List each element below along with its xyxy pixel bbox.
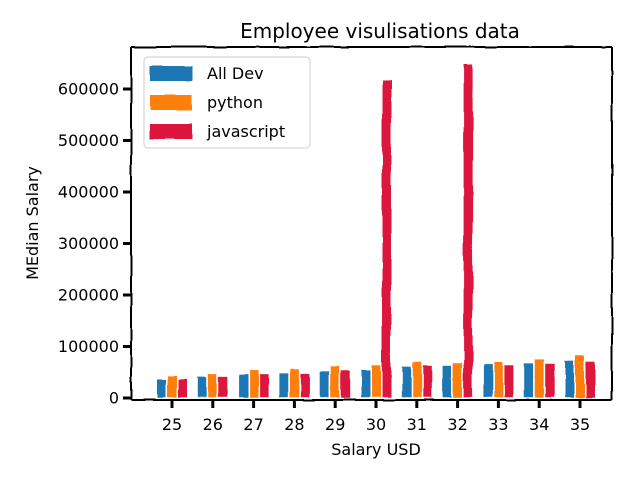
- x-tick-label-29: 29: [325, 415, 345, 434]
- bar-all-dev-35: [563, 359, 576, 399]
- bar-javascript-32: [462, 62, 475, 399]
- x-axis: 25 26 27 28 29 30 31 32 33 34 35: [162, 400, 590, 434]
- bar-all-dev-32: [441, 363, 454, 399]
- bar-all-dev-26: [196, 375, 209, 399]
- bar-javascript-34: [543, 362, 556, 399]
- y-tick-label-600000: 600000: [58, 80, 119, 99]
- bar-javascript-31: [421, 364, 434, 399]
- x-tick-label-30: 30: [366, 415, 386, 434]
- bar-javascript-25: [176, 377, 189, 399]
- bar-javascript-29: [339, 369, 352, 399]
- x-axis-label: Salary USD: [331, 440, 421, 459]
- bar-all-dev-30: [359, 368, 372, 399]
- legend-label-python: python: [207, 93, 263, 112]
- x-tick-label-25: 25: [162, 415, 182, 434]
- bar-all-dev-25: [155, 377, 168, 399]
- x-tick-label-28: 28: [284, 415, 304, 434]
- legend-swatch-all-dev: [150, 66, 192, 81]
- x-tick-label-35: 35: [570, 415, 590, 434]
- legend-swatch-javascript: [150, 124, 192, 139]
- bar-all-dev-31: [400, 365, 413, 399]
- y-tick-label-300000: 300000: [58, 234, 119, 253]
- bar-all-dev-27: [237, 373, 250, 399]
- bar-javascript-27: [258, 373, 271, 399]
- bar-all-dev-28: [277, 371, 290, 399]
- bar-javascript-26: [217, 374, 230, 399]
- y-tick-label-400000: 400000: [58, 183, 119, 202]
- bar-python-28: [288, 367, 301, 399]
- y-tick-label-200000: 200000: [58, 286, 119, 305]
- legend-label-javascript: javascript: [206, 122, 285, 141]
- y-tick-label-0: 0: [109, 389, 119, 408]
- bar-python-35: [574, 354, 586, 399]
- bar-javascript-30: [380, 78, 393, 399]
- x-tick-label-33: 33: [488, 415, 508, 434]
- y-tick-label-500000: 500000: [58, 131, 119, 150]
- bar-javascript-28: [298, 371, 311, 399]
- x-tick-label-31: 31: [407, 415, 427, 434]
- bar-javascript-33: [502, 363, 515, 399]
- bar-all-dev-34: [522, 361, 535, 399]
- y-axis: 0 100000 200000 300000 400000 500000 600000: [58, 80, 131, 408]
- legend: All Dev python javascript: [143, 56, 311, 149]
- bar-python-25: [166, 373, 178, 399]
- x-tick-label-32: 32: [447, 415, 467, 434]
- y-tick-label-100000: 100000: [58, 337, 119, 356]
- x-tick-label-27: 27: [243, 415, 263, 434]
- plot-frame: [130, 46, 613, 401]
- bar-python-30: [370, 363, 382, 399]
- bar-all-dev-29: [318, 369, 331, 399]
- bar-python-34: [533, 358, 546, 399]
- bar-python-26: [206, 372, 219, 399]
- bar-python-33: [492, 360, 505, 399]
- bar-python-29: [329, 364, 342, 399]
- x-tick-label-26: 26: [203, 415, 223, 434]
- x-tick-label-34: 34: [529, 415, 549, 434]
- legend-swatch-python: [150, 95, 192, 110]
- chart-title: Employee visulisations data: [240, 19, 520, 43]
- bar-javascript-35: [584, 360, 597, 399]
- bar-python-31: [410, 361, 423, 399]
- bar-all-dev-33: [481, 362, 494, 399]
- bars-layer: [155, 62, 597, 399]
- bar-python-32: [451, 361, 464, 399]
- legend-label-all-dev: All Dev: [207, 64, 264, 83]
- y-axis-label: MEdian Salary: [23, 166, 42, 280]
- bar-python-27: [247, 369, 260, 399]
